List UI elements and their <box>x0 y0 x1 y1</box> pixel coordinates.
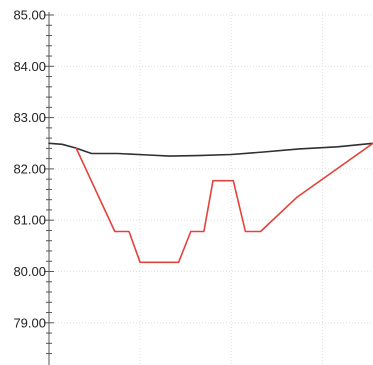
y-tick-label: 84.00 <box>13 59 46 74</box>
y-tick-label: 81.00 <box>13 213 46 228</box>
y-tick-label: 82.00 <box>13 161 46 176</box>
y-tick-label: 85.00 <box>13 8 46 23</box>
grid <box>49 12 373 365</box>
y-axis: 85.00 84.00 83.00 82.00 81.00 80.00 79.00 <box>13 8 54 365</box>
series-line <box>48 142 373 157</box>
y-tick-label: 79.00 <box>13 315 46 330</box>
series-line <box>75 142 373 264</box>
series-group <box>48 142 373 264</box>
y-tick-label: 83.00 <box>13 110 46 125</box>
y-tick-label: 80.00 <box>13 264 46 279</box>
